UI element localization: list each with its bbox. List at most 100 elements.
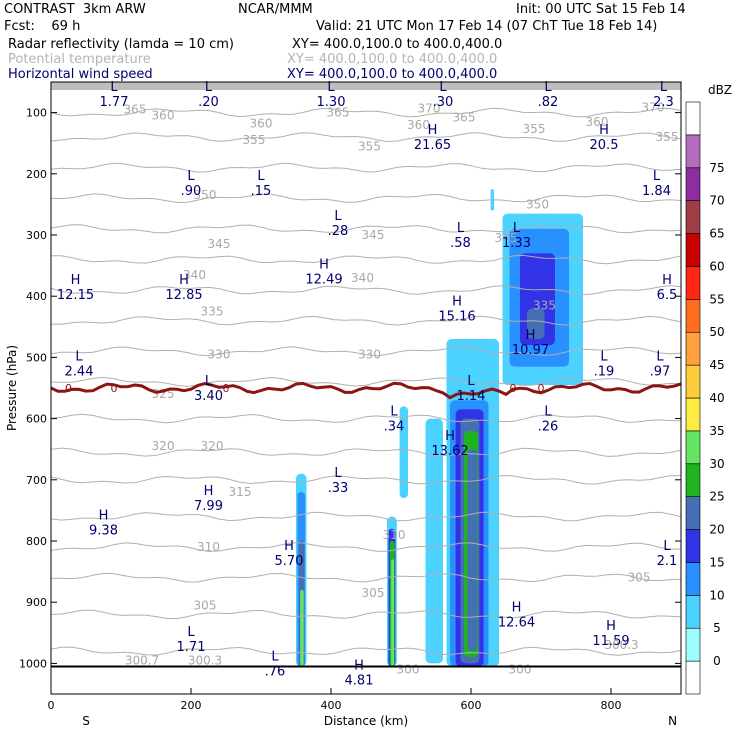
wind-extrema-value-26: .26 — [538, 420, 559, 435]
colorbar-level-6: 30 — [709, 457, 724, 471]
wind-extrema-type-15: H — [71, 273, 81, 288]
theta-label-30: 305 — [194, 598, 217, 612]
colorbar-swatch-6 — [685, 463, 701, 497]
colorbar-level-10: 50 — [709, 325, 724, 339]
theta-contour-line-6 — [50, 285, 682, 296]
wind-extrema-type-20: L — [75, 350, 83, 365]
colorbar-swatch-8 — [685, 397, 701, 432]
wind-extrema-type-17: H — [662, 273, 672, 288]
wind-extrema-value-13: 1.33 — [502, 236, 531, 251]
theta-contour-line-7 — [50, 315, 682, 326]
x-tick-label-2: 400 — [321, 699, 342, 712]
wind-extrema-value-18: 15.16 — [438, 309, 475, 324]
reflectivity-cell-2 — [399, 406, 408, 499]
wind-extrema-layer: L1.77L.20L1.30L.30L.82L2.3H21.65H20.5L.9… — [57, 80, 677, 688]
wind-extrema-value-11: .28 — [328, 224, 349, 239]
wind-extrema-type-34: H — [606, 619, 616, 634]
colorbar-level-9: 45 — [709, 358, 724, 372]
theta-label-12: 355 — [656, 130, 679, 144]
wind-extrema-value-37: 4.81 — [345, 674, 374, 689]
wind-extrema-value-20: 2.44 — [65, 365, 94, 380]
wind-extrema-type-32: L — [663, 539, 671, 554]
theta-label-31: 305 — [362, 586, 385, 600]
wind-extrema-value-34: 11.59 — [592, 634, 629, 649]
wind-extrema-value-5: 2.3 — [653, 95, 674, 110]
colorbar-swatch-1 — [685, 627, 701, 662]
theta-contour-line-0 — [50, 107, 682, 118]
reflectivity-cell-7 — [467, 449, 478, 652]
y-tick-label-8: 900 — [26, 596, 47, 609]
theta-label-26: 320 — [201, 439, 224, 453]
reflectivity-cell-11 — [300, 589, 304, 667]
wind-extrema-value-31: 5.70 — [275, 554, 304, 569]
theta-label-4: 365 — [327, 106, 350, 120]
wind-extrema-value-24: 1.14 — [457, 389, 486, 404]
wind-extrema-type-31: H — [284, 539, 294, 554]
theta-label-27: 315 — [229, 485, 252, 499]
theta-contour-line-12 — [50, 475, 681, 485]
y-tick-label-1: 200 — [26, 168, 47, 181]
wind-extrema-type-36: L — [271, 649, 279, 664]
theta-contour-line-2 — [50, 162, 682, 173]
wind-extrema-type-24: L — [467, 374, 475, 389]
theta-label-21: 335 — [533, 298, 556, 312]
wind-extrema-value-2: 1.30 — [317, 95, 346, 110]
wind-extrema-value-15: 12.15 — [57, 288, 94, 303]
wind-extrema-value-9: .15 — [251, 184, 272, 199]
wind-extrema-type-12: L — [457, 221, 465, 236]
x-tick-label-4: 800 — [601, 699, 622, 712]
wind-extrema-type-2: L — [327, 80, 335, 95]
wind-extrema-value-16: 12.85 — [165, 288, 202, 303]
forecast-hour: Fcst: 69 h — [4, 19, 81, 34]
wind-extrema-value-29: 7.99 — [194, 499, 223, 514]
wind-extrema-value-35: 1.71 — [177, 640, 206, 655]
colorbar-level-8: 40 — [709, 391, 724, 405]
theta-contour-line-15 — [51, 572, 682, 583]
theta-contour-line-1 — [50, 132, 682, 143]
freezing-level-label-3: 0 — [510, 382, 517, 395]
wind-extrema-type-11: L — [334, 209, 342, 224]
theta-label-8: 360 — [586, 115, 609, 129]
colorbar-swatch-7 — [685, 430, 701, 465]
colorbar-level-14: 70 — [709, 194, 724, 208]
freezing-level-label-1: 0 — [111, 382, 118, 395]
theta-label-13: 350 — [194, 188, 217, 202]
theta-contour-line-10 — [50, 413, 682, 424]
wind-extrema-value-17: 6.5 — [657, 288, 678, 303]
axes-layer: 100 200 300 400 500 600 700 800 900 1000 0 200 400 60… — [5, 81, 682, 728]
theta-contour-line-17 — [50, 646, 682, 656]
colorbar-level-11: 55 — [709, 292, 724, 306]
wind-extrema-type-27: H — [445, 429, 455, 444]
colorbar-level-1: 5 — [713, 621, 721, 635]
wind-extrema-type-8: L — [187, 169, 195, 184]
x-end-label-north: N — [668, 714, 677, 728]
reflectivity-cell-19 — [527, 308, 545, 340]
colorbar-level-4: 20 — [709, 523, 724, 537]
wind-extrema-type-10: L — [653, 169, 661, 184]
colorbar-swatch-5 — [685, 496, 701, 530]
freezing-level-label-2: 0 — [223, 382, 230, 395]
x-tick-label-1: 200 — [181, 699, 202, 712]
theta-label-11: 355 — [358, 139, 381, 153]
theta-contour-layer: 370 365 360 360 365 360 365 355 360 370 355 355 355 3… — [50, 101, 682, 677]
wind-extrema-type-26: L — [544, 405, 552, 420]
y-tick-label-5: 600 — [26, 413, 47, 426]
wind-extrema-value-30: 9.38 — [89, 524, 118, 539]
theta-contour-line-3 — [50, 193, 682, 204]
theta-contour-line-9 — [50, 376, 682, 387]
wind-extrema-type-9: L — [257, 169, 265, 184]
wind-extrema-type-29: H — [204, 484, 214, 499]
colorbar-level-0: 0 — [713, 654, 721, 668]
valid-time: Valid: 21 UTC Mon 17 Feb 14 (07 ChT Tue … — [316, 19, 658, 34]
x-end-label-south: S — [82, 714, 90, 728]
wind-extrema-type-14: H — [319, 258, 329, 273]
wind-extrema-value-25: .34 — [384, 420, 405, 435]
wind-extrema-type-22: L — [656, 350, 664, 365]
theta-label-34: 300.3 — [188, 653, 222, 667]
colorbar-unit: dBZ — [708, 83, 732, 97]
wind-extrema-value-23: 3.40 — [194, 389, 223, 404]
theta-label-16: 345 — [362, 228, 385, 242]
field-xy-reflectivity: XY= 400.0,100.0 to 400.0,400.0 — [292, 37, 503, 52]
model-title: CONTRAST 3km ARW — [4, 2, 146, 17]
